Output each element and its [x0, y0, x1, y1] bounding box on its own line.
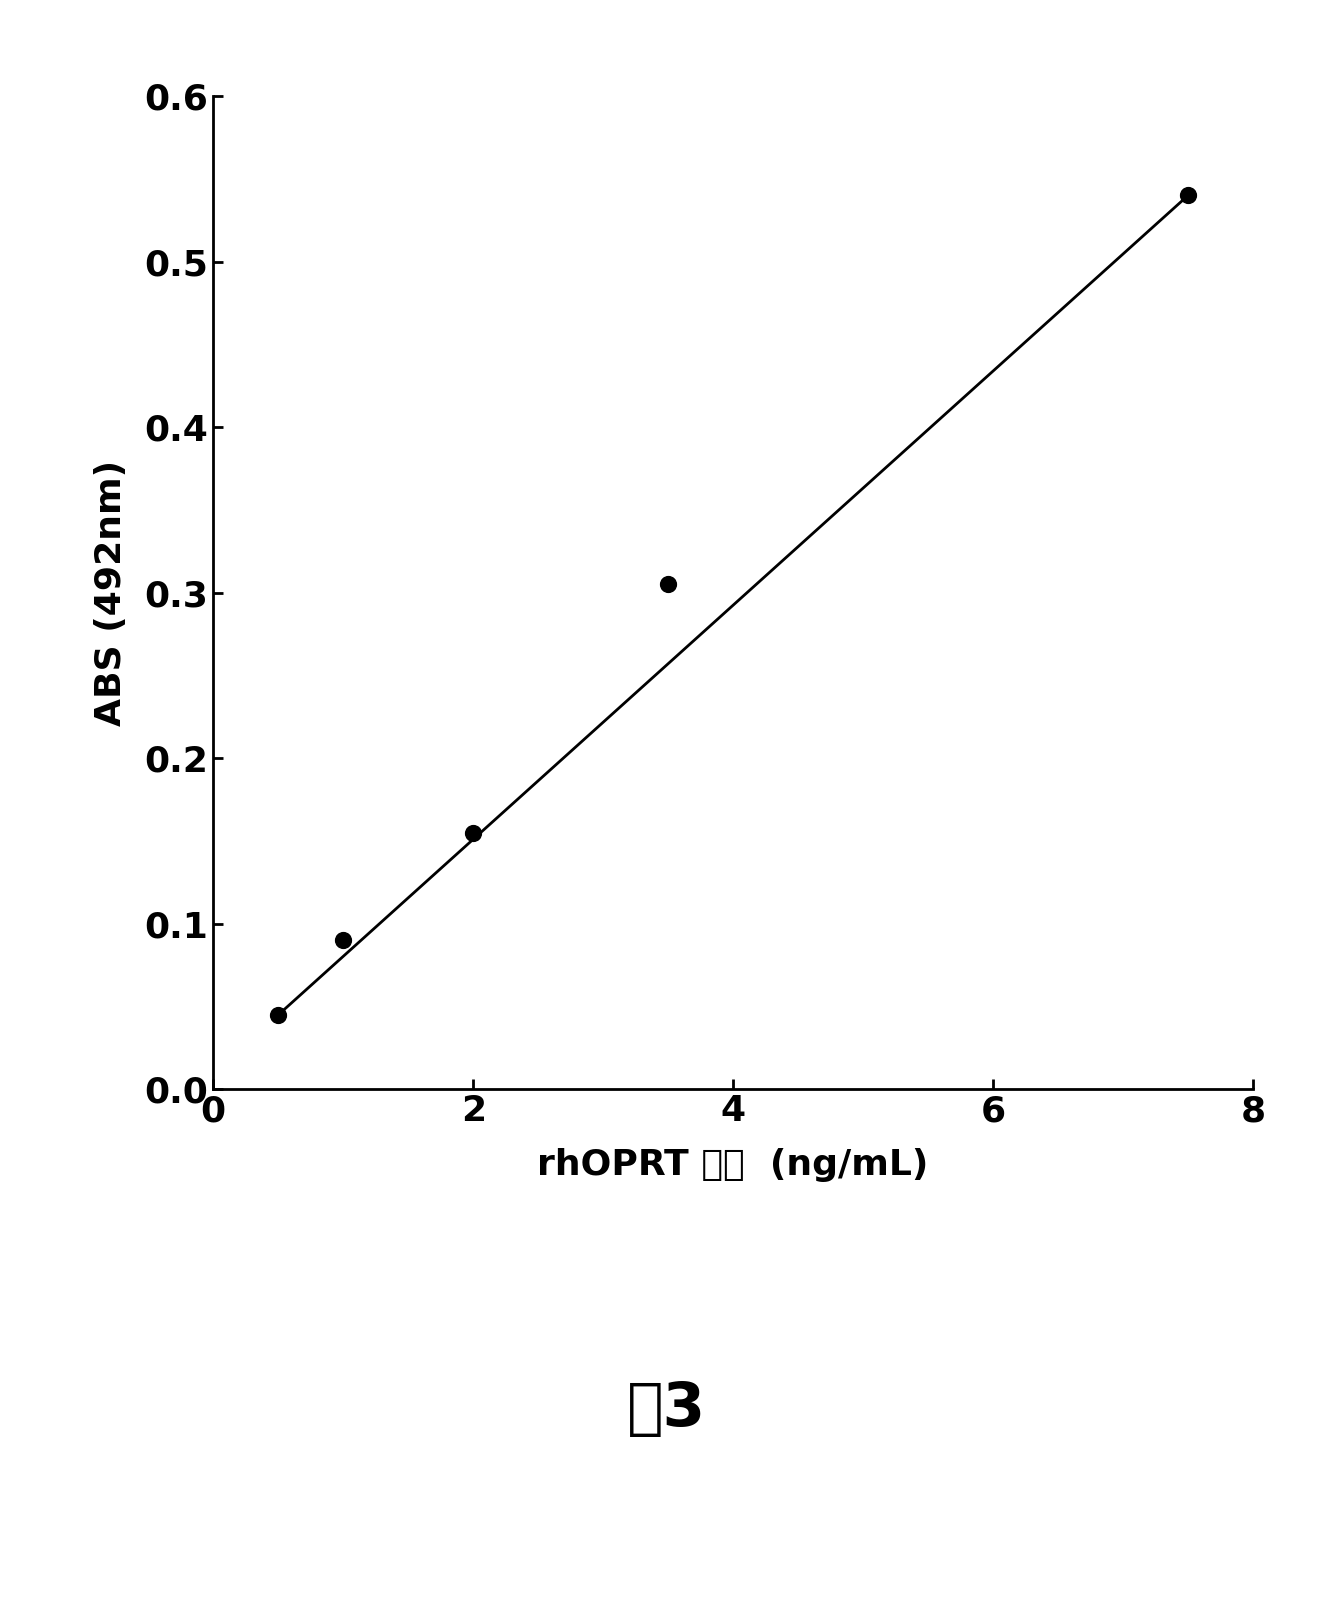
Point	[333, 928, 355, 953]
Point	[463, 820, 484, 846]
Point	[268, 1003, 289, 1028]
Text: 图3: 图3	[627, 1381, 706, 1439]
Point	[657, 572, 678, 598]
Y-axis label: ABS (492nm): ABS (492nm)	[93, 460, 128, 726]
Point	[1177, 183, 1198, 208]
X-axis label: rhOPRT 浓度  (ng/mL): rhOPRT 浓度 (ng/mL)	[537, 1147, 929, 1182]
